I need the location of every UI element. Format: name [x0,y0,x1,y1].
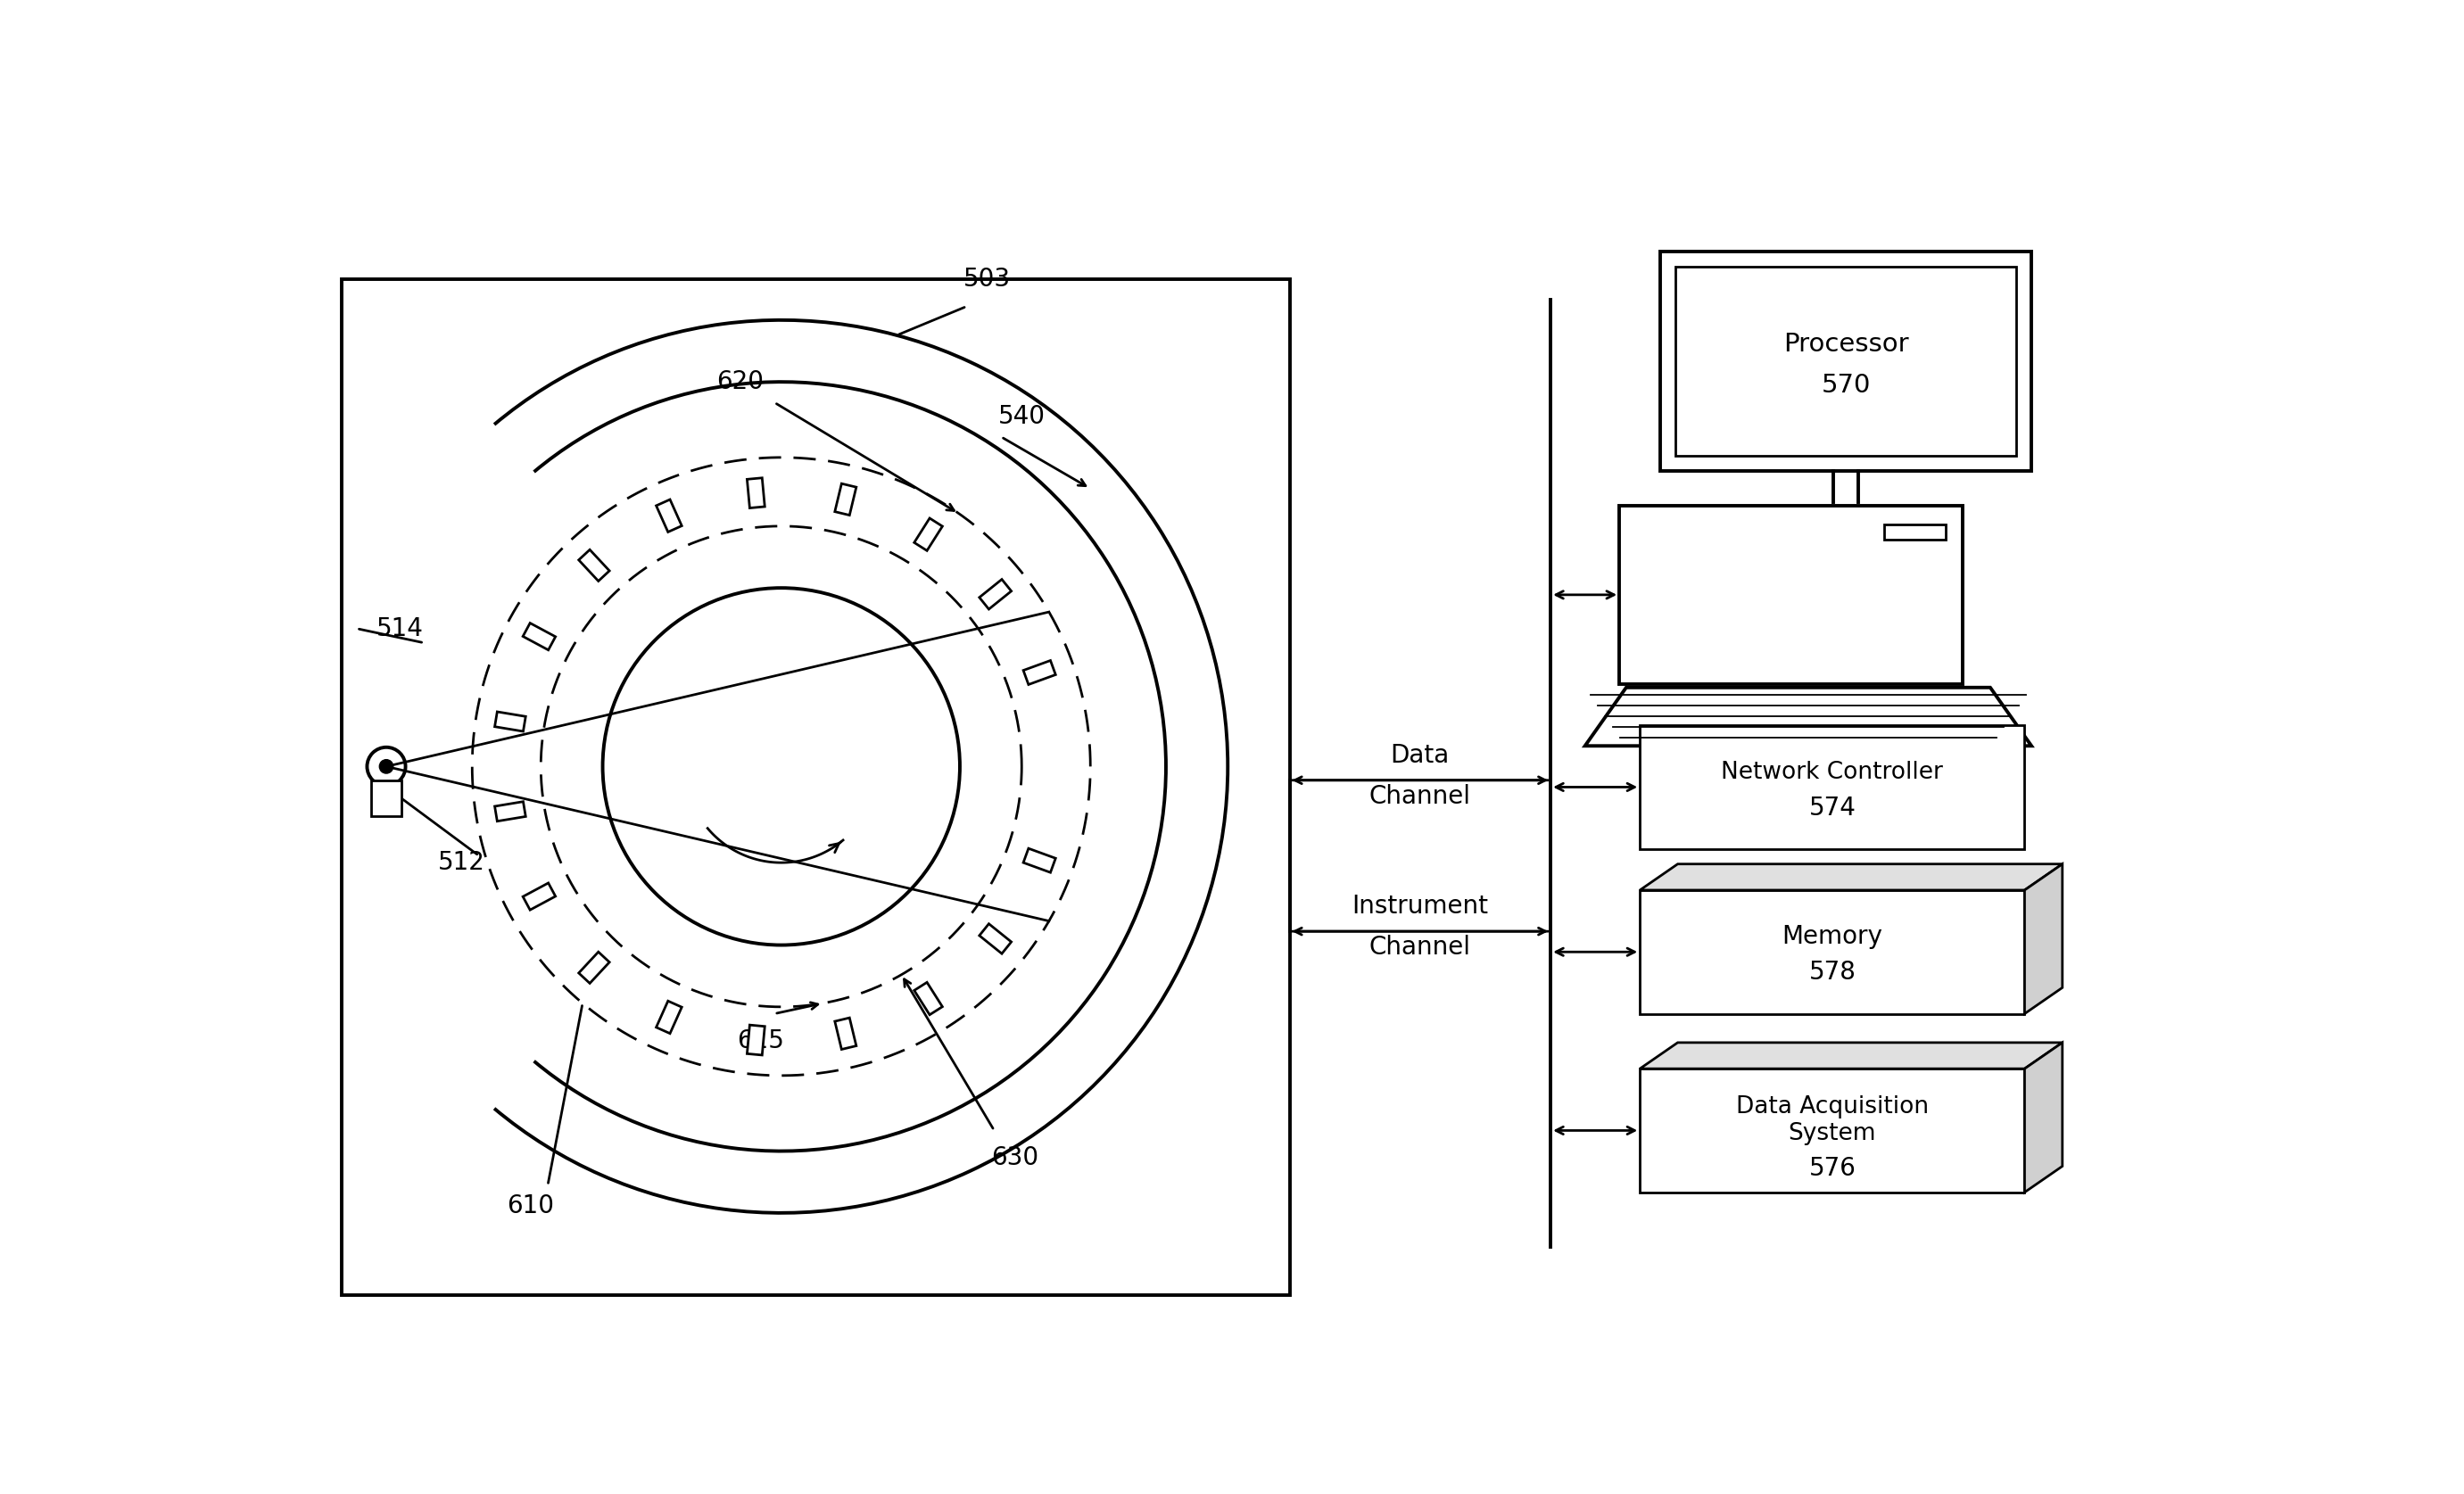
Bar [372,780,402,816]
Bar [1023,660,1055,684]
Text: 512: 512 [439,850,485,875]
Bar [835,1017,857,1049]
Bar [495,711,525,732]
Text: 574: 574 [1809,795,1855,820]
Text: 615: 615 [737,1029,784,1053]
Text: 576: 576 [1809,1156,1855,1180]
Bar [1676,266,2016,456]
Bar [914,518,941,551]
Polygon shape [1641,1043,2062,1068]
Text: 570: 570 [1821,374,1870,397]
Bar [835,484,857,515]
Bar [1641,725,2025,849]
Text: 503: 503 [963,266,1010,291]
Text: Channel: Channel [1370,935,1471,959]
Bar [1661,251,2030,471]
Bar [655,1001,683,1034]
Bar [1619,505,1964,684]
Text: Network Controller: Network Controller [1722,760,1944,783]
Bar [1885,524,1947,539]
Text: 610: 610 [508,1194,554,1219]
Bar [579,952,609,983]
Bar [747,478,764,508]
Bar [655,499,683,532]
Bar [1641,1068,2025,1192]
Text: Processor: Processor [1784,332,1910,357]
Bar [522,623,554,650]
Text: Channel: Channel [1370,784,1471,808]
Bar [522,883,554,910]
Text: 540: 540 [998,403,1045,429]
Bar [495,802,525,822]
Text: Data: Data [1390,743,1449,768]
Text: Instrument: Instrument [1353,893,1488,919]
Bar [342,279,1289,1295]
Text: Data Acquisition: Data Acquisition [1735,1095,1929,1118]
Bar [747,1025,764,1055]
Bar [579,550,609,581]
Bar [1641,890,2025,1014]
Bar [978,923,1010,953]
Polygon shape [1584,687,2030,746]
Bar [1023,849,1055,872]
Text: 514: 514 [377,617,424,641]
Polygon shape [2025,1043,2062,1192]
Bar [914,983,941,1014]
Text: System: System [1789,1122,1875,1146]
Polygon shape [2025,864,2062,1014]
Polygon shape [1641,864,2062,890]
Circle shape [379,759,394,774]
Text: 578: 578 [1809,961,1855,985]
Text: Memory: Memory [1781,925,1882,949]
Text: 630: 630 [991,1146,1037,1170]
Bar [978,580,1010,610]
Text: 620: 620 [717,369,764,394]
